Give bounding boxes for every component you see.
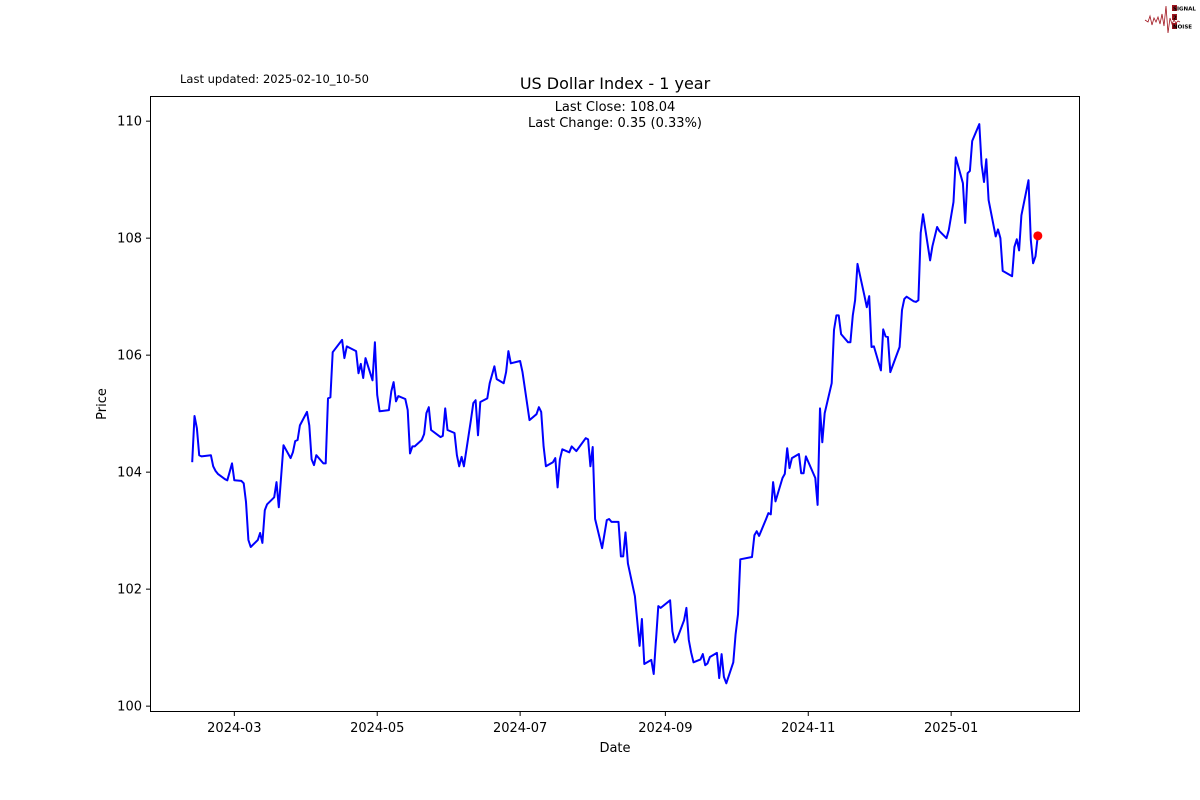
chart-title: US Dollar Index - 1 year xyxy=(520,74,711,93)
plot-area xyxy=(191,123,1043,685)
logo-waveform xyxy=(1144,5,1181,34)
x-tick-label: 2025-01 xyxy=(924,721,978,736)
x-axis-label: Date xyxy=(599,741,630,756)
last-close-annotation: Last Close: 108.04 xyxy=(555,100,676,115)
logo-box-2 xyxy=(1172,14,1177,20)
y-tick-label: 104 xyxy=(117,466,142,481)
x-tick-label: 2024-03 xyxy=(207,721,261,736)
x-tick-label: 2024-11 xyxy=(781,721,835,736)
price-line xyxy=(191,123,1039,685)
x-tick-label: 2024-05 xyxy=(350,721,404,736)
x-tick-label: 2024-09 xyxy=(638,721,692,736)
last-close-marker xyxy=(1033,231,1043,241)
last-updated-label: Last updated: 2025-02-10_10-50 xyxy=(180,72,369,86)
logo-text-3: NOISE xyxy=(1173,25,1192,31)
logo: SIGNAL 2 NOISE xyxy=(1144,5,1196,34)
y-axis-label: Price xyxy=(95,388,110,420)
y-tick-label: 110 xyxy=(117,115,142,130)
last-change-annotation: Last Change: 0.35 (0.33%) xyxy=(528,116,702,131)
y-axis: 100 102 104 106 108 110 xyxy=(117,115,150,715)
x-tick-label: 2024-07 xyxy=(493,721,547,736)
x-axis: 2024-03 2024-05 2024-07 2024-09 2024-11 2025-… xyxy=(207,712,978,736)
axes-frame xyxy=(150,96,1080,712)
y-tick-label: 100 xyxy=(117,700,142,715)
logo-box-n xyxy=(1172,23,1177,29)
logo-text-1: SIGNAL xyxy=(1173,7,1196,13)
logo-box-s xyxy=(1172,5,1177,11)
y-tick-label: 102 xyxy=(117,583,142,598)
y-tick-label: 108 xyxy=(117,232,142,247)
logo-text-2: 2 xyxy=(1173,16,1177,22)
y-tick-label: 106 xyxy=(117,349,142,364)
